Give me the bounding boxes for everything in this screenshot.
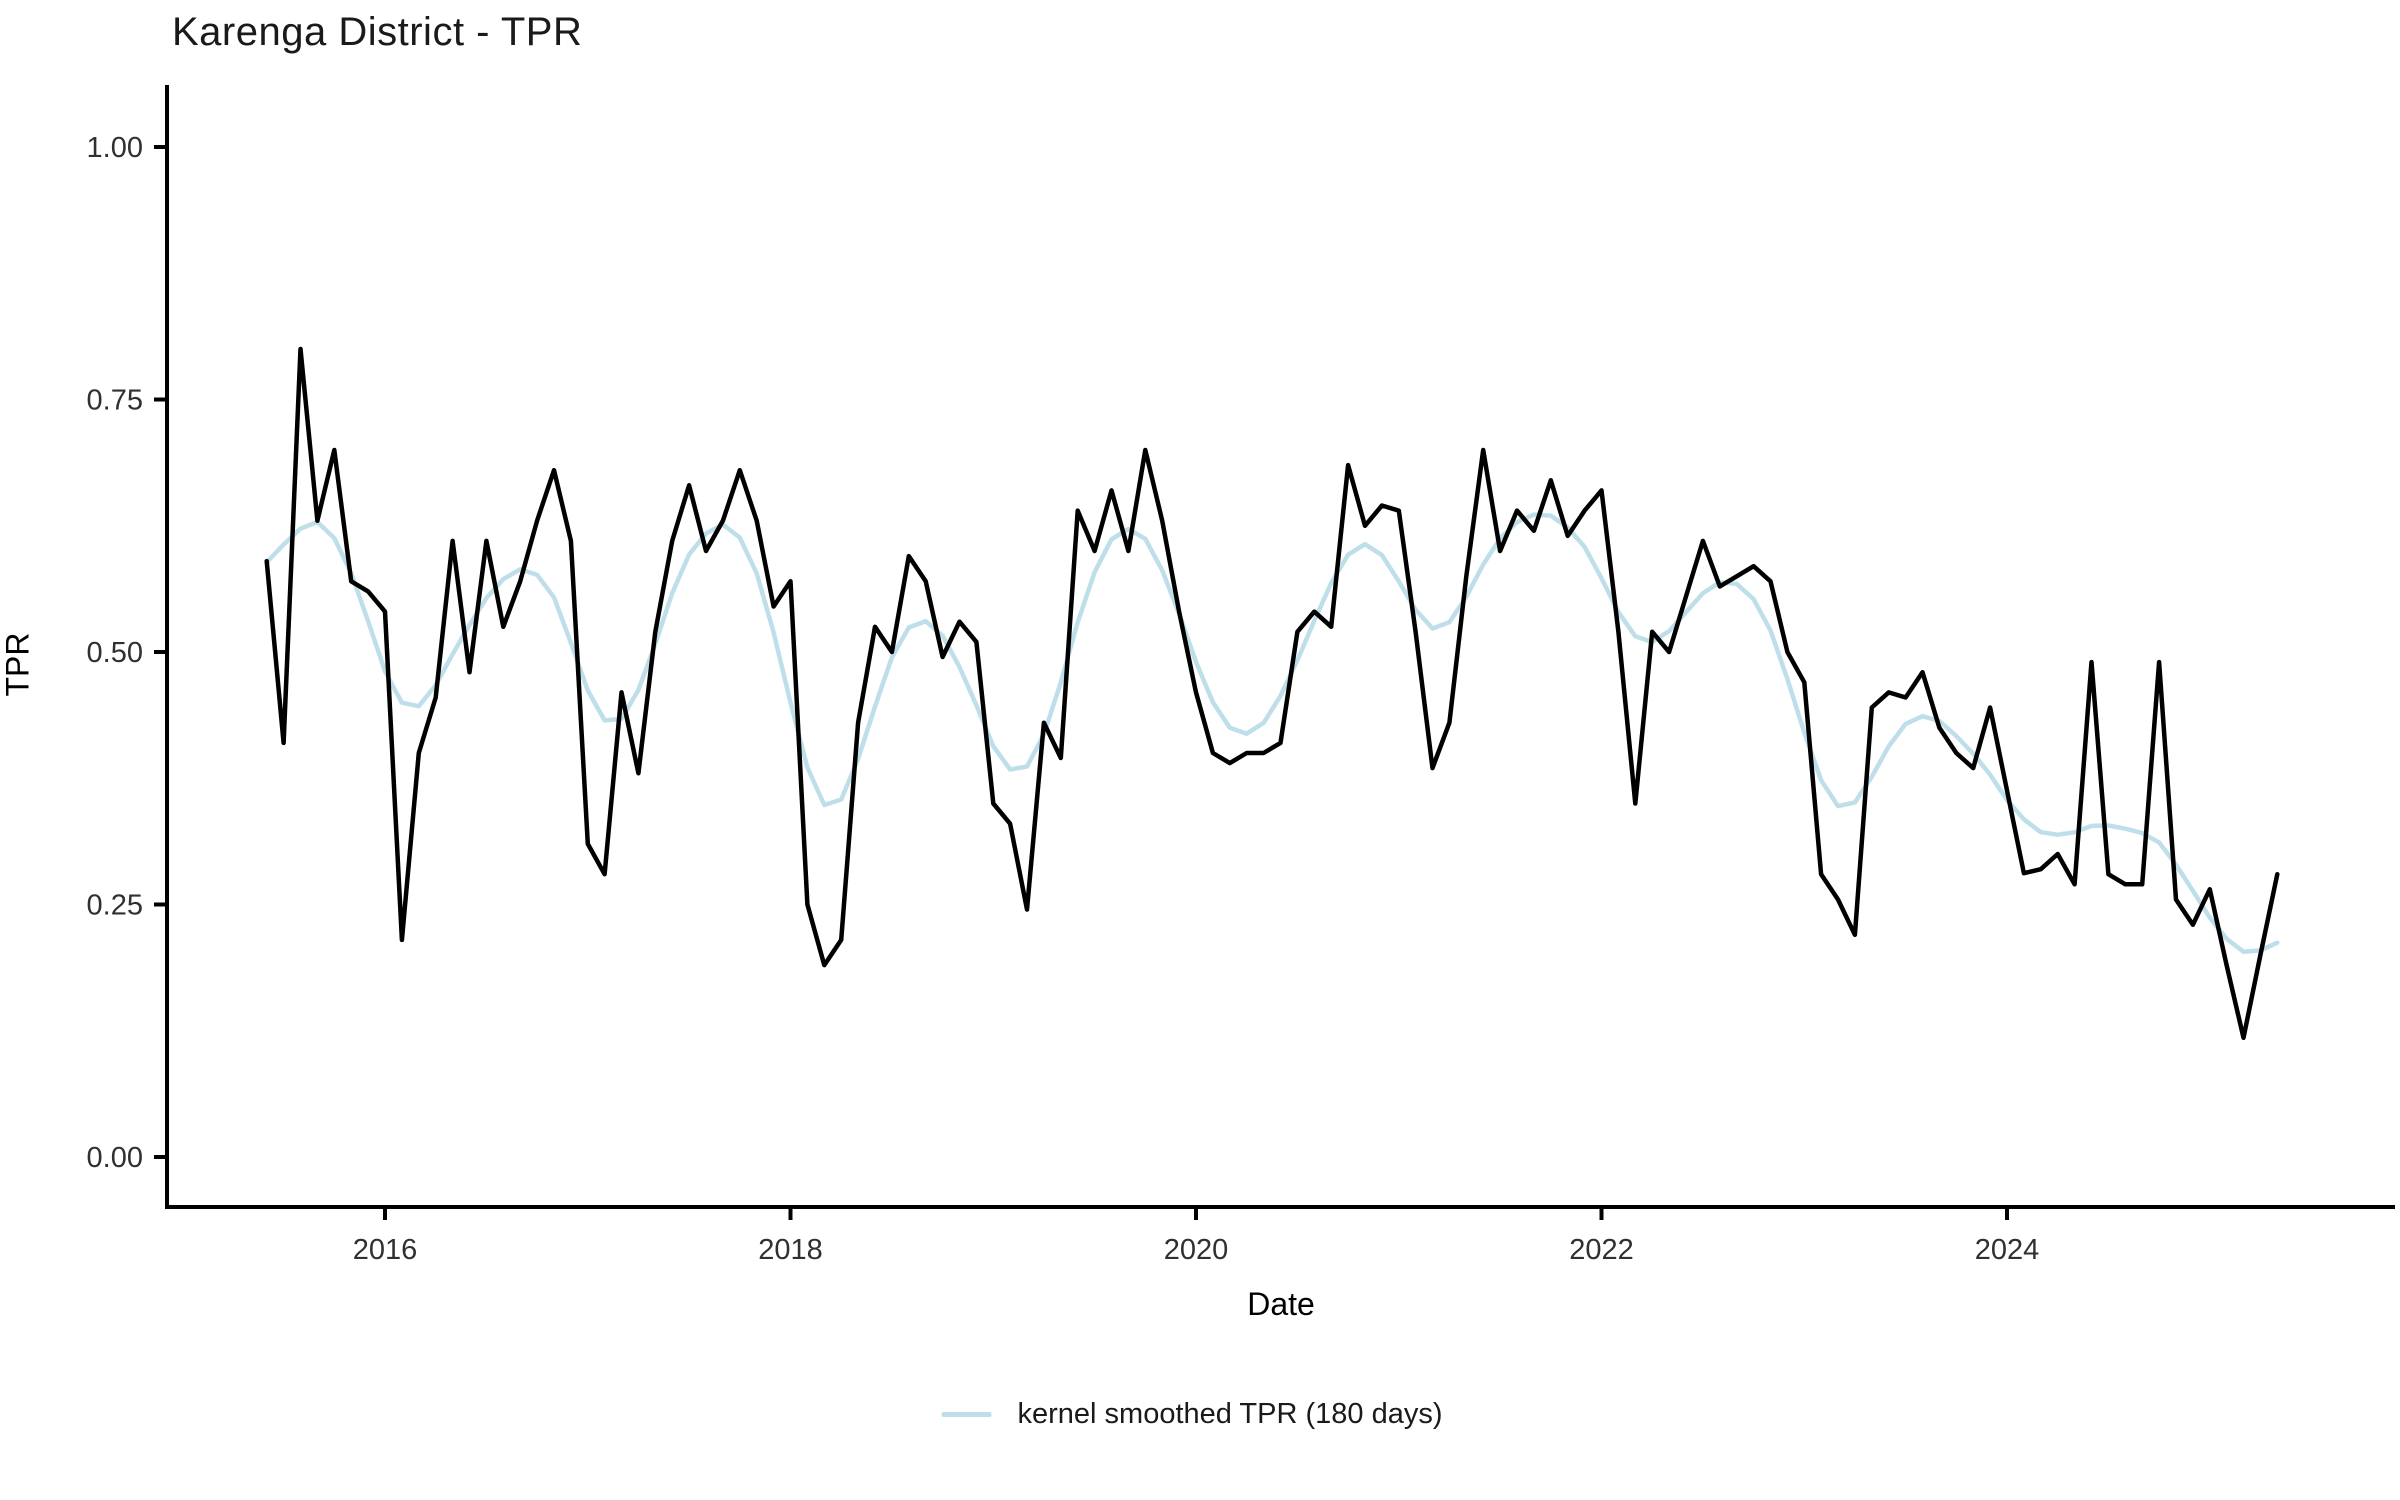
- y-tick-label: 1.00: [87, 132, 143, 164]
- x-tick-label: 2016: [353, 1234, 418, 1266]
- y-tick-label: 0.25: [87, 890, 143, 922]
- x-tick-label: 2022: [1569, 1234, 1634, 1266]
- x-tick-label: 2018: [758, 1234, 823, 1266]
- x-tick-label: 2024: [1975, 1234, 2040, 1266]
- x-axis-title: Date: [1247, 1286, 1315, 1322]
- smoothed-tpr-line: [264, 512, 2280, 954]
- raw-tpr-line: [264, 346, 2280, 1041]
- y-tick-label: 0.00: [87, 1142, 143, 1174]
- legend: kernel smoothed TPR (180 days): [941, 1398, 1443, 1431]
- smoothed-line-legend-swatch: [941, 1412, 992, 1417]
- y-tick-label: 0.75: [87, 385, 143, 417]
- legend-label: kernel smoothed TPR (180 days): [1017, 1398, 1443, 1430]
- chart-title: Karenga District - TPR: [172, 10, 583, 54]
- x-tick-label: 2020: [1164, 1234, 1229, 1266]
- y-axis-title: TPR: [0, 632, 36, 697]
- y-tick-label: 0.50: [87, 637, 143, 669]
